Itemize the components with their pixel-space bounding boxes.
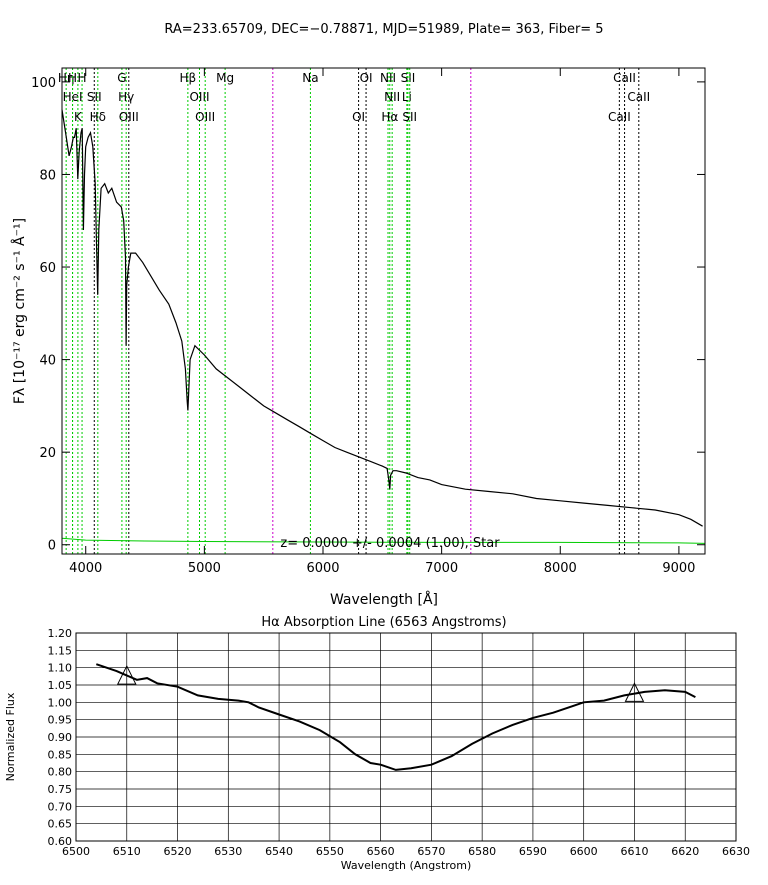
spectrum-x-tick-label-0: 4000 bbox=[69, 561, 102, 576]
spectral-line-label-7: G bbox=[117, 71, 126, 85]
spectrum-x-tick-label-2: 6000 bbox=[306, 561, 339, 576]
spectrum-series bbox=[61, 109, 706, 544]
halpha-grid bbox=[75, 632, 737, 842]
spectral-line-label-19: NII bbox=[384, 90, 400, 104]
halpha-y-tick-label-1: 0.65 bbox=[48, 818, 73, 831]
halpha-x-tick-label-4: 6540 bbox=[265, 845, 293, 858]
spectrum-y-tick-label-5: 100 bbox=[31, 76, 56, 91]
spectral-line-label-18: NII bbox=[380, 71, 396, 85]
spectral-line-label-21: Li bbox=[402, 90, 412, 104]
halpha-y-tick-label-12: 1.20 bbox=[48, 627, 73, 640]
spectral-line-label-22: SII bbox=[401, 71, 416, 85]
halpha-x-tick-label-1: 6510 bbox=[113, 845, 141, 858]
halpha-x-axis-label: Wavelength (Angstrom) bbox=[341, 859, 472, 872]
spectrum-y-tick-label-0: 0 bbox=[48, 539, 56, 554]
spectral-line-label-16: OI bbox=[352, 110, 365, 124]
spectral-line-label-2: HeI bbox=[63, 90, 83, 104]
halpha-x-tick-label-9: 6590 bbox=[519, 845, 547, 858]
spectral-line-label-15: Na bbox=[302, 71, 318, 85]
spectrum-line-flux bbox=[61, 109, 703, 527]
halpha-y-tick-label-3: 0.75 bbox=[48, 783, 73, 796]
spectrum-plot-frame bbox=[61, 67, 706, 555]
spectral-line-label-6: Hδ bbox=[90, 110, 106, 124]
spectrum-x-tick-label-4: 8000 bbox=[544, 561, 577, 576]
halpha-y-axis-label: Normalized Flux bbox=[4, 692, 17, 781]
spectral-line-label-12: OIII bbox=[195, 110, 215, 124]
halpha-y-tick-label-8: 1.00 bbox=[48, 696, 73, 709]
halpha-x-tick-label-5: 6550 bbox=[316, 845, 344, 858]
halpha-y-tick-label-9: 1.05 bbox=[48, 679, 73, 692]
spectrum-x-tick-label-1: 5000 bbox=[188, 561, 221, 576]
spectrum-y-tick-label-4: 80 bbox=[39, 168, 56, 183]
spectral-line-label-26: CaII bbox=[613, 71, 636, 85]
halpha-x-tick-label-8: 6580 bbox=[468, 845, 496, 858]
halpha-y-tick-label-10: 1.10 bbox=[48, 662, 73, 675]
halpha-x-tick-label-12: 6620 bbox=[671, 845, 699, 858]
spectrum-y-tick-label-1: 20 bbox=[39, 446, 56, 461]
spectrum-y-tick-label-2: 40 bbox=[39, 354, 56, 369]
spectrum-panel: RA=233.65709, DEC=−0.78871, MJD=51989, P… bbox=[11, 22, 706, 608]
halpha-x-tick-label-3: 6530 bbox=[214, 845, 242, 858]
spectrum-y-tick-label-3: 60 bbox=[39, 261, 56, 276]
halpha-flux-line bbox=[95, 663, 696, 771]
spectral-line-label-23: SII bbox=[402, 110, 417, 124]
halpha-y-tick-label-5: 0.85 bbox=[48, 748, 73, 761]
spectral-line-label-9: OIII bbox=[119, 110, 139, 124]
spectral-line-label-11: OIII bbox=[189, 90, 209, 104]
halpha-x-tick-label-10: 6600 bbox=[570, 845, 598, 858]
spectrum-x-tick-label-5: 9000 bbox=[662, 561, 695, 576]
halpha-x-tick-label-7: 6570 bbox=[417, 845, 445, 858]
halpha-title: Hα Absorption Line (6563 Angstroms) bbox=[261, 615, 506, 630]
spectral-line-label-27: CaII bbox=[627, 90, 650, 104]
halpha-y-tick-label-11: 1.15 bbox=[48, 644, 73, 657]
spectral-line-label-25: CaII bbox=[608, 110, 631, 124]
spectrum-axes: 4000 5000 6000 7000 8000 9000 0 20 40 60 80 100 bbox=[31, 68, 705, 576]
halpha-continuum-markers bbox=[116, 664, 645, 702]
halpha-x-tick-label-6: 6560 bbox=[367, 845, 395, 858]
spectral-line-label-5: SII bbox=[87, 90, 102, 104]
halpha-plot-frame bbox=[75, 632, 737, 842]
halpha-y-tick-label-2: 0.70 bbox=[48, 800, 73, 813]
halpha-y-tick-label-0: 0.60 bbox=[48, 835, 73, 848]
spectrum-x-axis-label: Wavelength [Å] bbox=[330, 591, 438, 608]
spectral-line-label-20: Hα bbox=[381, 110, 398, 124]
halpha-y-tick-label-4: 0.80 bbox=[48, 766, 73, 779]
halpha-y-tick-label-7: 0.95 bbox=[48, 714, 73, 727]
spectrum-y-axis-label: Fλ [10⁻¹⁷ erg cm⁻² s⁻¹ Å⁻¹] bbox=[11, 218, 28, 404]
spectrum-line-error bbox=[61, 537, 706, 544]
continuum-marker-triangle-0 bbox=[116, 664, 137, 685]
halpha-panel: Hα Absorption Line (6563 Angstroms) 6500… bbox=[4, 615, 750, 872]
spectral-line-label-8: Hγ bbox=[118, 90, 134, 104]
spectrum-x-tick-label-3: 7000 bbox=[425, 561, 458, 576]
halpha-axes: 6500 6510 6520 6530 6540 6550 6560 6570 6580 6590… bbox=[48, 627, 751, 858]
spectral-line-label-10: Hβ bbox=[180, 71, 197, 85]
spectral-line-label-13: Mg bbox=[216, 71, 234, 85]
halpha-x-tick-label-13: 6630 bbox=[722, 845, 750, 858]
spectral-line-label-4: H bbox=[78, 71, 87, 85]
spectral-line-label-17: OI bbox=[360, 71, 373, 85]
spectrum-title: RA=233.65709, DEC=−0.78871, MJD=51989, P… bbox=[164, 22, 603, 37]
spectrum-annotation: z= 0.0000 +/- 0.0004 (1.00), Star bbox=[280, 536, 500, 551]
halpha-y-tick-label-6: 0.90 bbox=[48, 731, 73, 744]
halpha-x-tick-label-11: 6610 bbox=[620, 845, 648, 858]
halpha-x-tick-label-0: 6500 bbox=[62, 845, 90, 858]
spectral-line-label-3: K bbox=[74, 110, 83, 124]
halpha-series bbox=[95, 663, 696, 771]
continuum-marker-triangle-1 bbox=[624, 682, 645, 702]
halpha-x-tick-label-2: 6520 bbox=[164, 845, 192, 858]
